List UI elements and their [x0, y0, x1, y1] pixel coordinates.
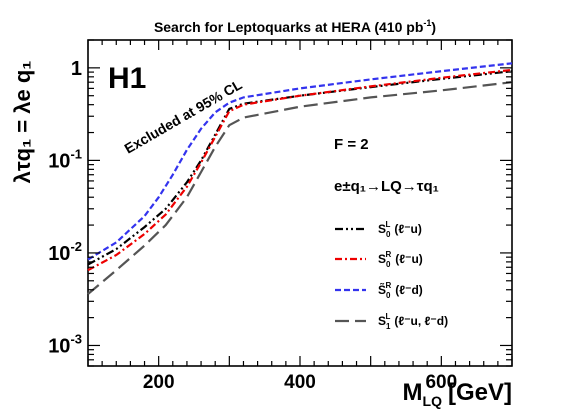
- y-tick-label: 1: [71, 58, 82, 80]
- experiment-label: H1: [108, 62, 146, 95]
- legend-label: S̃0R (ℓ⁻d): [378, 281, 423, 300]
- x-axis-label: MLQ [GeV]: [403, 379, 512, 409]
- y-axis-label: λτq₁ = λe q₁: [10, 61, 35, 184]
- x-axis-ticks: 200 400 600: [87, 40, 513, 393]
- series-line-3: [87, 62, 513, 261]
- y-tick-label: 10-3: [48, 331, 82, 357]
- legend-label: S1L (ℓ⁻u, ℓ⁻d): [378, 312, 448, 331]
- series-line-1: [87, 70, 513, 266]
- process-label: e±q₁→LQ→τq₁: [334, 178, 439, 195]
- legend-item-2: S0R (ℓ⁻u): [335, 250, 423, 269]
- f-label: F = 2: [334, 136, 369, 153]
- legend-label: S0L (ℓ⁻u): [378, 220, 422, 239]
- series-line-4: [87, 81, 513, 295]
- y-axis-ticks: 10-3 10-2 10-1 1: [48, 39, 512, 367]
- x-tick-label: 600: [425, 372, 457, 393]
- chart-title: Search for Leptoquarks at HERA (410 pb-1…: [154, 18, 436, 35]
- legend-item-4: S1L (ℓ⁻u, ℓ⁻d): [335, 312, 448, 331]
- x-tick-label: 200: [143, 372, 175, 393]
- y-tick-label: 10-2: [48, 239, 82, 265]
- y-tick-label: 10-1: [48, 146, 82, 172]
- legend-item-1: S0L (ℓ⁻u): [335, 220, 422, 239]
- curve-layer: [87, 62, 513, 295]
- legend-label: S0R (ℓ⁻u): [378, 250, 423, 269]
- legend: S0L (ℓ⁻u) S0R (ℓ⁻u) S̃0R (ℓ⁻d) S1L (ℓ⁻u, ℓ⁻d): [335, 220, 448, 331]
- legend-item-3: S̃0R (ℓ⁻d): [335, 281, 423, 300]
- series-line-2: [87, 68, 513, 272]
- x-tick-label: 400: [284, 372, 316, 393]
